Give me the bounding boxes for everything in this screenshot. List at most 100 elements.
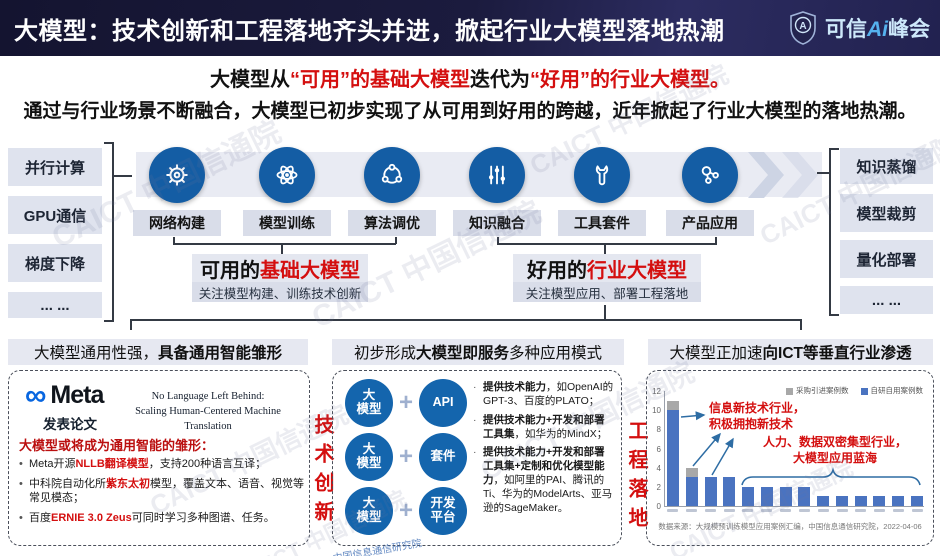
list-item: · 提供技术能力+开发和部署工具集+定制和优化模型能力，如阿里的PAI、腾讯的Ti…: [473, 446, 615, 515]
callout-good-red: 行业大模型: [587, 259, 687, 282]
x-tick-label: [874, 509, 886, 512]
maas-row-suite: 大模型 + 套件: [345, 433, 468, 481]
bullet-text: 百度ERNIE 3.0 Zeus可同时学习多种图谱、任务。: [29, 511, 275, 524]
pipeline-label-network: 网络构建: [133, 210, 221, 236]
pipeline-step-training: [259, 147, 315, 203]
panel1-bullets: • Meta开源NLLB翻译模型，支持200种语言互译； • 中科院自动化所紫东太初…: [19, 457, 305, 530]
group-bracket-right: [497, 243, 717, 245]
chart-source: 数据来源：大规模预训练模型应用案例汇编，中国信息通信研究院，2022-04-06: [658, 522, 922, 531]
header-bar: 大模型：技术创新和工程落地齐头并进，掀起行业大模型落地热潮 A 可信Ai峰会: [0, 0, 940, 56]
logo-prefix: 可信: [825, 18, 867, 41]
panel2-title-bold: 大模型即服务: [415, 345, 509, 362]
right-bracket-hook-bottom: [829, 314, 839, 316]
panel3-title: 大模型正加速 向ICT等垂直行业渗透: [648, 339, 933, 365]
nodes-icon: [381, 163, 403, 184]
meta-sub-label: 发表论文: [43, 417, 97, 432]
x-tick-label: [855, 509, 867, 512]
plus-icon: +: [399, 443, 414, 470]
panel1-generality: ∞ Meta 发表论文 No Language Left Behind: Sca…: [8, 370, 310, 546]
x-tick-label: [685, 509, 697, 512]
bullet-text: 提供技术能力，如OpenAI的GPT-3、百度的PLATO；: [483, 381, 614, 407]
callout-usable-black: 可用的: [200, 259, 260, 282]
panel3-title-pre: 大模型正加速: [669, 345, 763, 362]
intro-1a: 大模型从: [210, 69, 290, 91]
chevron-arrows-icon: [748, 152, 818, 198]
bullet-text: Meta开源NLLB翻译模型，支持200种语言互译；: [29, 458, 267, 470]
bullet-icon: ·: [473, 413, 477, 426]
panel2-bullets: · 提供技术能力，如OpenAI的GPT-3、百度的PLATO； · 提供技术能力+…: [473, 381, 615, 521]
big-bracket-hook-left: [130, 319, 132, 330]
bar: [760, 486, 773, 506]
big-bracket-tick: [604, 305, 606, 319]
sliders-icon: [488, 165, 506, 185]
panel3-chart: 采购引进案例数 自研自用案例数 0 2 4 6 8 10 12 信息新技术行业， 积极拥抱新技…: [646, 370, 934, 546]
y-tick-label: 8: [656, 425, 661, 435]
meta-logo: ∞ Meta: [25, 378, 104, 412]
bullet-text: 中科院自动化所紫东太初模型，覆盖文本、语音、视觉等常见模态；: [29, 477, 304, 505]
arrow-bar2: [692, 432, 721, 467]
pipeline-step-product: [682, 147, 738, 203]
callout-usable-red: 基础大模型: [260, 259, 360, 282]
y-tick-label: 4: [656, 463, 661, 473]
list-item: • 百度ERNIE 3.0 Zeus可同时学习多种图谱、任务。: [19, 511, 305, 526]
right-item-distillation: 知识蒸馏: [840, 148, 933, 184]
vertical-label-engineering: 工程落地: [625, 420, 647, 536]
bullet-icon: •: [19, 458, 23, 470]
x-tick-label: [798, 509, 810, 512]
panel2-title: 初步形成 大模型即服务 多种应用模式: [332, 339, 624, 365]
x-tick-label: [911, 509, 923, 512]
meta-infinity-icon: ∞: [25, 378, 47, 412]
intro-1c: 迭代为: [470, 69, 530, 91]
list-item: • 中科院自动化所紫东太初模型，覆盖文本、语音、视觉等常见模态；: [19, 477, 305, 506]
left-item-gradient-descent: 梯度下降: [8, 244, 102, 282]
x-tick-label: [723, 509, 735, 512]
bullet-text: 提供技术能力+开发和部署工具集+定制和优化模型能力，如阿里的PAI、腾讯的Ti、…: [483, 446, 613, 514]
bar: [685, 467, 698, 506]
bar: [892, 496, 905, 506]
pipeline-label-product: 产品应用: [666, 210, 754, 236]
right-item-pruning: 模型裁剪: [840, 194, 933, 232]
paper-title: No Language Left Behind: Scaling Human-C…: [111, 389, 305, 435]
plus-icon: +: [399, 497, 414, 524]
left-bracket-tick: [112, 175, 132, 177]
y-tick-label: 2: [656, 482, 661, 492]
paper-title-line1: No Language Left Behind:: [151, 391, 265, 402]
bar: [835, 496, 848, 506]
summit-logo-text: 可信Ai峰会: [825, 13, 930, 43]
callout-usable-subtitle: 关注模型构建、训练技术创新: [192, 282, 368, 302]
bar: [873, 496, 886, 506]
chart-legend: 采购引进案例数 自研自用案例数: [786, 385, 923, 396]
list-item: · 提供技术能力+开发和部署工具集，如华为的MindX；: [473, 414, 615, 442]
bar: [854, 496, 867, 506]
panel3-title-bold: 向ICT等垂直行业渗透: [762, 345, 912, 362]
summit-logo: A 可信Ai峰会: [788, 0, 930, 56]
molecule-icon: [701, 166, 719, 184]
bar-plot: [667, 391, 923, 506]
bar: [779, 486, 792, 506]
panel2-maas: 大模型 + API 大模型 + 套件 大模型 + 开发 平台 · 提供技术能力，如O…: [332, 370, 622, 546]
x-tick-label: [704, 509, 716, 512]
x-tick-label: [836, 509, 848, 512]
group-bracket-left: [173, 243, 396, 245]
group-bracket-left-end2: [395, 237, 397, 244]
big-bracket: [130, 319, 802, 321]
bar: [667, 400, 679, 506]
paper-title-line2: Scaling Human-Centered Machine Translati…: [135, 406, 281, 433]
chart-annotation-ict: 信息新技术行业， 积极拥抱新技术: [709, 401, 806, 431]
pipeline-step-toolkit: [574, 147, 630, 203]
group-bracket-right-end1: [497, 237, 499, 244]
pipeline-label-tuning: 算法调优: [348, 210, 436, 236]
group-bracket-right-end2: [715, 237, 717, 244]
right-item-more: ... ...: [840, 286, 933, 314]
callout-good-subtitle: 关注模型应用、部署工程落地: [513, 282, 701, 302]
page-title: 大模型：技术创新和工程落地齐头并进，掀起行业大模型落地热潮: [14, 17, 725, 45]
gear-icon: [166, 164, 188, 186]
right-bracket-hook-top: [829, 148, 839, 150]
left-bracket-hook-top: [104, 142, 114, 144]
pipeline-label-knowledge: 知识融合: [453, 210, 541, 236]
big-bracket-hook-right: [800, 319, 802, 330]
panel1-title: 大模型通用性强， 具备通用智能雏形: [8, 339, 308, 365]
intro-line-2: 通过与行业场景不断融合，大模型已初步实现了从可用到好用的跨越，近年掀起了行业大模…: [23, 101, 917, 122]
x-tick-label: [742, 509, 754, 512]
y-tick-label: 6: [656, 444, 661, 454]
